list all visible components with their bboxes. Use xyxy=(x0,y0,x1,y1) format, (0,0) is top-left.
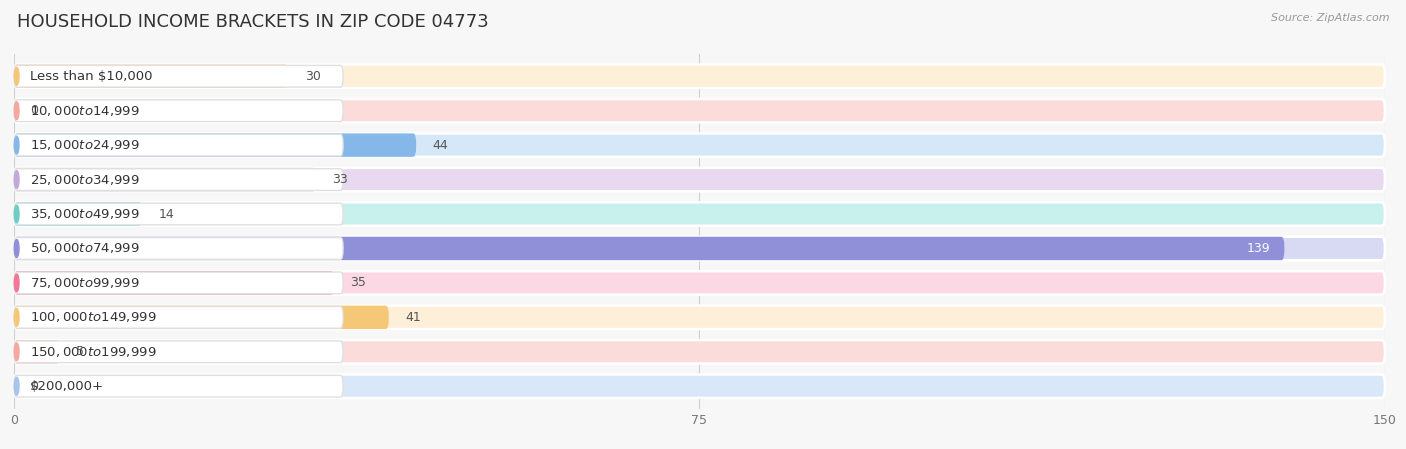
FancyBboxPatch shape xyxy=(14,133,1385,157)
Circle shape xyxy=(14,136,20,154)
FancyBboxPatch shape xyxy=(14,340,60,364)
Text: 41: 41 xyxy=(405,311,420,324)
FancyBboxPatch shape xyxy=(14,374,1385,398)
FancyBboxPatch shape xyxy=(14,100,343,122)
Circle shape xyxy=(14,205,20,223)
Text: 33: 33 xyxy=(332,173,347,186)
Circle shape xyxy=(14,274,20,292)
FancyBboxPatch shape xyxy=(14,168,1385,191)
FancyBboxPatch shape xyxy=(14,65,1385,88)
FancyBboxPatch shape xyxy=(14,340,1385,364)
Circle shape xyxy=(14,308,20,326)
Text: 14: 14 xyxy=(159,207,174,220)
FancyBboxPatch shape xyxy=(14,202,1385,226)
Circle shape xyxy=(14,240,20,257)
Circle shape xyxy=(14,377,20,395)
Text: 44: 44 xyxy=(433,139,449,152)
Text: $15,000 to $24,999: $15,000 to $24,999 xyxy=(30,138,139,152)
FancyBboxPatch shape xyxy=(14,133,416,157)
FancyBboxPatch shape xyxy=(14,307,343,328)
FancyBboxPatch shape xyxy=(14,237,1285,260)
FancyBboxPatch shape xyxy=(14,66,343,87)
FancyBboxPatch shape xyxy=(14,306,389,329)
Text: 0: 0 xyxy=(31,380,38,393)
FancyBboxPatch shape xyxy=(14,202,142,226)
FancyBboxPatch shape xyxy=(14,203,343,225)
FancyBboxPatch shape xyxy=(14,65,288,88)
FancyBboxPatch shape xyxy=(14,168,316,191)
FancyBboxPatch shape xyxy=(14,237,1385,260)
Text: $25,000 to $34,999: $25,000 to $34,999 xyxy=(30,172,139,187)
Text: $50,000 to $74,999: $50,000 to $74,999 xyxy=(30,242,139,255)
FancyBboxPatch shape xyxy=(14,271,335,295)
FancyBboxPatch shape xyxy=(14,99,1385,123)
FancyBboxPatch shape xyxy=(14,271,1385,295)
FancyBboxPatch shape xyxy=(14,169,343,190)
FancyBboxPatch shape xyxy=(14,341,343,363)
Text: $75,000 to $99,999: $75,000 to $99,999 xyxy=(30,276,139,290)
FancyBboxPatch shape xyxy=(14,272,343,294)
Text: HOUSEHOLD INCOME BRACKETS IN ZIP CODE 04773: HOUSEHOLD INCOME BRACKETS IN ZIP CODE 04… xyxy=(17,13,489,31)
Text: Source: ZipAtlas.com: Source: ZipAtlas.com xyxy=(1271,13,1389,23)
Circle shape xyxy=(14,67,20,85)
Circle shape xyxy=(14,171,20,189)
Text: 0: 0 xyxy=(31,104,38,117)
Text: $150,000 to $199,999: $150,000 to $199,999 xyxy=(30,345,156,359)
Text: $10,000 to $14,999: $10,000 to $14,999 xyxy=(30,104,139,118)
Text: Less than $10,000: Less than $10,000 xyxy=(30,70,152,83)
Text: 35: 35 xyxy=(350,277,366,290)
FancyBboxPatch shape xyxy=(14,238,343,260)
FancyBboxPatch shape xyxy=(14,375,343,397)
Circle shape xyxy=(14,343,20,361)
Circle shape xyxy=(14,102,20,119)
FancyBboxPatch shape xyxy=(14,306,1385,329)
Text: $200,000+: $200,000+ xyxy=(30,380,104,393)
Text: $35,000 to $49,999: $35,000 to $49,999 xyxy=(30,207,139,221)
Text: 139: 139 xyxy=(1247,242,1271,255)
Text: $100,000 to $149,999: $100,000 to $149,999 xyxy=(30,310,156,324)
Text: 30: 30 xyxy=(305,70,321,83)
Text: 5: 5 xyxy=(76,345,84,358)
FancyBboxPatch shape xyxy=(14,134,343,156)
